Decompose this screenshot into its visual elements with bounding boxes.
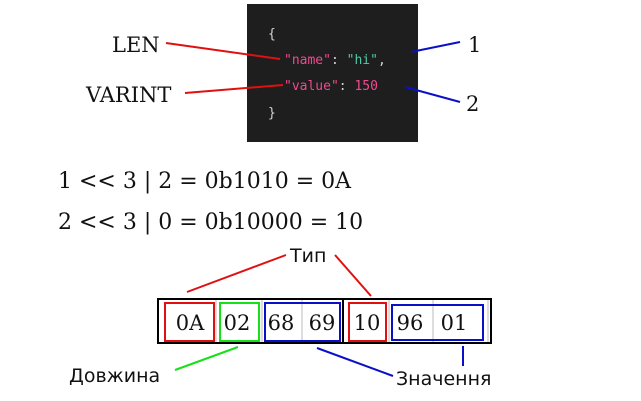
callout-len-line [165,42,281,60]
code-number-value: 150 [354,79,377,94]
message-frame-right [342,298,492,344]
byte-cell: 02 [224,311,251,335]
callout-varint-line [184,84,284,94]
code-string-value: "hi" [347,53,378,68]
value-label: Значення [396,368,491,390]
length-line [174,346,239,371]
byte-cell: 68 [268,311,295,335]
byte-cell: 0A [176,311,205,335]
callout-len-label: LEN [112,33,160,57]
equation-first: 1 << 3 | 2 = 0b1010 = 0A [58,169,352,194]
callout-two-label: 2 [466,92,479,116]
code-key-name: "name" [284,53,331,68]
type-line-left [186,254,287,293]
code-colon: : [331,53,347,68]
byte-cell: 69 [309,311,336,335]
code-comma: , [378,53,386,68]
callout-one-line [410,41,461,53]
callout-one-label: 1 [468,33,481,57]
tag-box-first [164,302,215,342]
code-line-name: "name": "hi", [284,53,386,68]
equation-second: 2 << 3 | 0 = 0b10000 = 10 [58,210,363,235]
code-block: { "name": "hi", "value": 150 } [247,4,418,142]
type-label: Тип [289,245,326,267]
value-line-left [316,347,394,377]
code-block-background [247,4,418,142]
code-colon: : [339,79,355,94]
code-line-value: "value": 150 [284,79,378,94]
type-line-right [334,254,372,297]
callout-varint-label: VARINT [85,83,171,107]
tag-box-second [348,302,387,342]
byte-cell: 10 [354,311,381,335]
code-open-brace: { [268,27,276,42]
code-key-value: "value" [284,79,339,94]
varint-value-box [391,304,484,341]
length-label: Довжина [69,365,160,387]
code-close-brace: } [268,106,276,121]
length-box [219,302,260,342]
byte-cell: 96 [397,311,424,335]
cell-separators [215,300,489,342]
string-value-box [264,302,341,342]
callout-two-line [404,86,461,103]
byte-cell: 01 [441,311,468,335]
